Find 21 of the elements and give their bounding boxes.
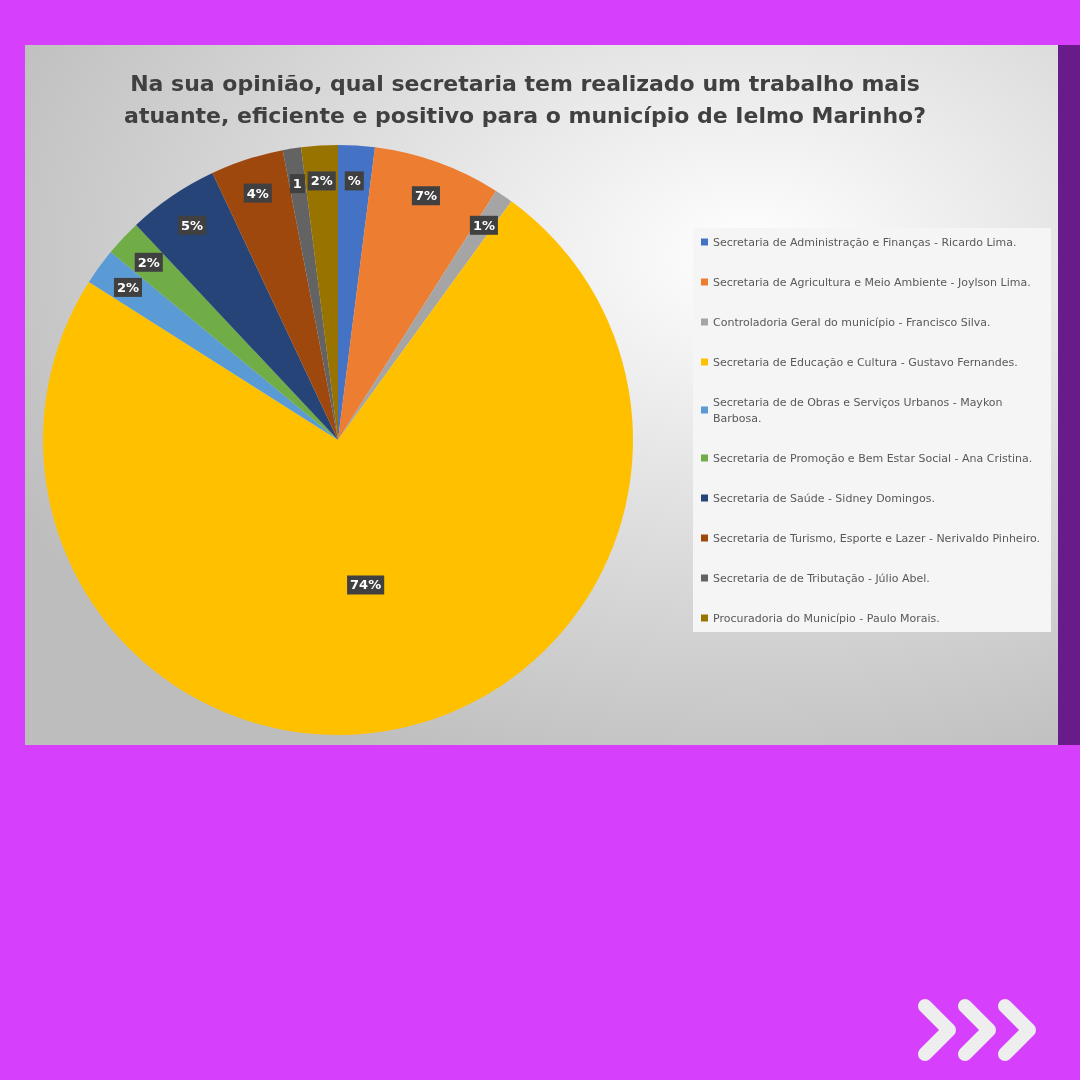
- legend-label: Controladoria Geral do município - Francisco Silva.: [713, 315, 991, 329]
- legend-label: Procuradoria do Município - Paulo Morais.: [713, 611, 940, 625]
- legend-label: Secretaria de de Obras e Serviços Urbanos - Maykon Barbosa.: [713, 395, 1007, 425]
- data-label: 74%: [350, 577, 382, 593]
- legend-label: Secretaria de Turismo, Esporte e Lazer - Nerivaldo Pinheiro.: [713, 531, 1041, 545]
- data-label: 4%: [246, 185, 269, 201]
- legend-label: Secretaria de Educação e Cultura - Gustavo Fernandes.: [713, 355, 1018, 369]
- data-label: %: [347, 173, 361, 189]
- data-label: 2%: [137, 254, 160, 270]
- data-label: 1%: [472, 217, 495, 233]
- data-label: 1: [292, 176, 302, 192]
- legend-label: Secretaria de Agricultura e Meio Ambiente - Joylson Lima.: [713, 275, 1031, 289]
- data-label: 2%: [116, 279, 140, 295]
- data-label: 7%: [414, 188, 437, 204]
- legend-label: Secretaria de Saúde - Sidney Domingos.: [713, 491, 936, 505]
- data-label: 2%: [310, 173, 333, 189]
- legend-label: Secretaria de Administração e Finanças - Ricardo Lima.: [713, 235, 1017, 249]
- data-label: 5%: [181, 217, 204, 233]
- chart-title: Na sua opinião, qual secretaria tem realizado um trabalho mais atuante, eficiente e positivo para o município de Ielmo Marinho?: [124, 70, 926, 128]
- legend-label: Secretaria de de Tributação - Júlio Abel.: [713, 571, 930, 585]
- legend-label: Secretaria de Promoção e Bem Estar Social - Ana Cristina.: [713, 451, 1033, 465]
